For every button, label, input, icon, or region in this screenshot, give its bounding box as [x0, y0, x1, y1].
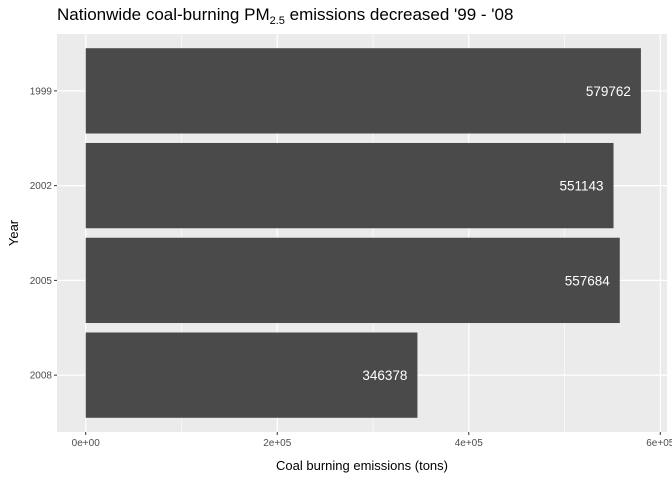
title-suffix: emissions decreased '99 - '08 — [285, 5, 514, 24]
x-tick-label: 4e+05 — [455, 438, 484, 449]
bar-value-labels: 579762 551143 557684 346378 — [362, 84, 631, 383]
y-tick-label: 2008 — [30, 371, 53, 382]
bar-value-label: 551143 — [559, 179, 603, 194]
title-prefix: Nationwide coal-burning PM — [57, 5, 270, 24]
bar-1999 — [85, 48, 641, 134]
y-tick-label: 2005 — [30, 276, 53, 287]
x-axis: 0e+00 2e+05 4e+05 6e+05 — [72, 432, 672, 449]
x-tick-label: 2e+05 — [263, 438, 292, 449]
y-tick-label: 2002 — [30, 181, 53, 192]
bar-2008 — [85, 332, 418, 418]
chart-title: Nationwide coal-burning PM2.5 emissions … — [57, 5, 513, 27]
y-tick-label: 1999 — [30, 86, 53, 97]
bar-value-label: 346378 — [362, 368, 407, 383]
y-axis-title: Year — [6, 219, 21, 246]
y-axis: 1999 2002 2005 2008 — [30, 86, 57, 382]
x-axis-title: Coal burning emissions (tons) — [276, 458, 448, 473]
bar-2002 — [85, 142, 614, 229]
x-tick-label: 0e+00 — [72, 438, 101, 449]
bar-2005 — [85, 237, 620, 324]
bar-value-label: 557684 — [565, 273, 611, 288]
title-subscript: 2.5 — [270, 15, 285, 27]
x-tick-label: 6e+05 — [646, 438, 672, 449]
bar-value-label: 579762 — [586, 84, 631, 99]
bars — [85, 48, 641, 418]
